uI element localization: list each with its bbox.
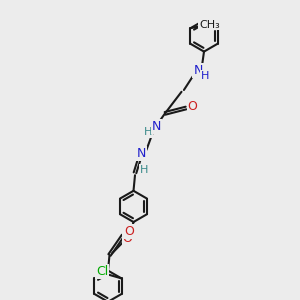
Text: O: O — [124, 225, 134, 239]
Text: O: O — [123, 232, 132, 245]
Text: H: H — [200, 70, 209, 81]
Text: Cl: Cl — [96, 265, 108, 278]
Text: H: H — [140, 165, 148, 175]
Text: H: H — [143, 127, 152, 137]
Text: CH₃: CH₃ — [199, 20, 220, 30]
Text: O: O — [188, 100, 197, 113]
Text: N: N — [193, 64, 203, 77]
Text: N: N — [136, 147, 146, 160]
Text: N: N — [152, 120, 161, 133]
